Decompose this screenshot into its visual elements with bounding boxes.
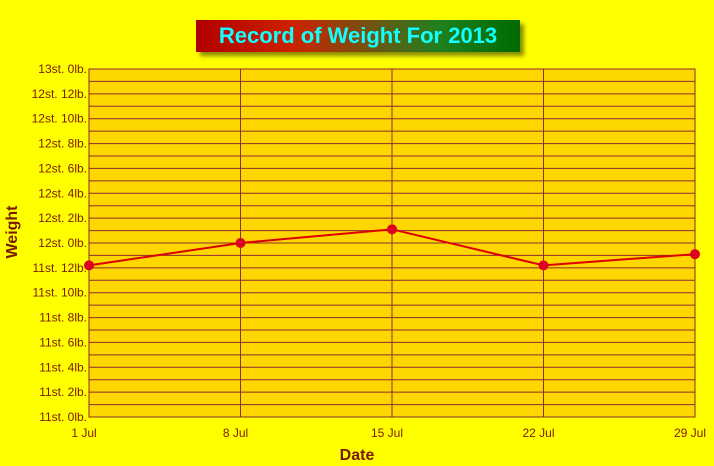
y-tick-label: 11st. 12lb. bbox=[33, 261, 87, 275]
x-tick-label: 22 Jul bbox=[522, 426, 554, 440]
y-tick-label: 11st. 4lb. bbox=[39, 360, 87, 374]
chart-title-box: Record of Weight For 2013 bbox=[196, 20, 520, 52]
chart-title: Record of Weight For 2013 bbox=[218, 23, 498, 48]
y-tick-label: 11st. 8lb. bbox=[39, 311, 87, 325]
data-point[interactable] bbox=[387, 224, 397, 235]
data-point[interactable] bbox=[690, 249, 700, 260]
y-tick-label: 11st. 2lb. bbox=[39, 385, 87, 399]
y-tick-label: 11st. 6lb. bbox=[39, 335, 87, 349]
y-tick-label: 12st. 8lb. bbox=[38, 137, 87, 151]
data-point[interactable] bbox=[235, 238, 246, 248]
y-tick-label: 13st. 0lb. bbox=[38, 62, 87, 76]
data-point[interactable] bbox=[538, 260, 549, 271]
y-tick-label: 12st. 12lb. bbox=[32, 87, 87, 101]
y-tick-label: 11st. 10lb. bbox=[33, 286, 87, 300]
x-axis-title: Date bbox=[340, 447, 375, 464]
y-axis-title: Weight bbox=[4, 205, 21, 259]
x-tick-label: 29 Jul bbox=[674, 426, 706, 440]
data-point[interactable] bbox=[84, 260, 94, 271]
x-tick-label: 8 Jul bbox=[223, 426, 248, 440]
y-tick-label: 12st. 6lb. bbox=[38, 161, 87, 175]
y-tick-label: 12st. 2lb. bbox=[38, 211, 87, 225]
y-tick-label: 12st. 0lb. bbox=[38, 236, 87, 250]
y-tick-label: 11st. 0lb. bbox=[39, 410, 87, 424]
x-tick-label: 1 Jul bbox=[71, 426, 96, 440]
y-tick-label: 12st. 4lb. bbox=[38, 186, 87, 200]
y-tick-label: 12st. 10lb. bbox=[32, 112, 87, 126]
plot-border bbox=[88, 68, 696, 418]
x-tick-label: 15 Jul bbox=[371, 426, 403, 440]
